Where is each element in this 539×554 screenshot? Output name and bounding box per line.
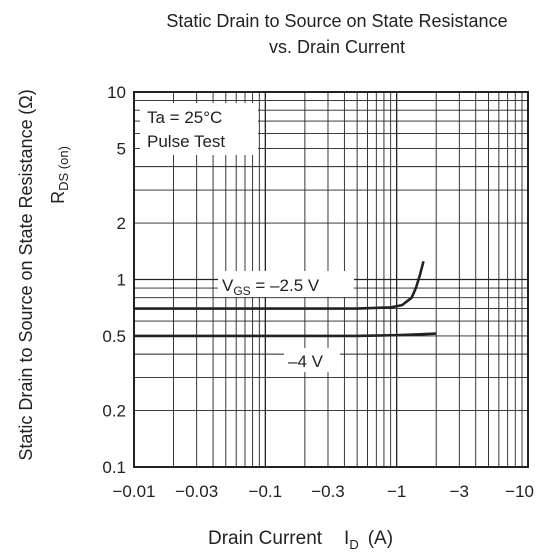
condition-pulse-test: Pulse Test	[147, 132, 225, 151]
y-tick-labels: 0.1 0.2 0.5 1 2 5 10	[102, 83, 126, 477]
y-axis-symbol-sub: DS (on)	[56, 146, 71, 191]
series-label-vgs-2-5-value: = –2.5 V	[251, 276, 320, 295]
x-axis-label: Drain Current ID (A)	[208, 528, 393, 552]
series-label-bg-1	[284, 348, 340, 372]
series-group	[134, 261, 437, 338]
y-axis-symbol-r: R	[48, 191, 68, 204]
y-tick-label: 0.5	[102, 327, 126, 346]
series-label-vgs-2-5-sub: GS	[233, 284, 250, 298]
y-axis-unit: (Ω)	[16, 89, 36, 114]
y-axis-symbol: RDS (on)	[48, 146, 71, 204]
x-tick-label: −3	[450, 482, 469, 501]
x-tick-label: −0.01	[112, 482, 155, 501]
x-axis-unit: (A)	[368, 528, 393, 549]
x-axis-symbol: I	[344, 528, 349, 549]
x-tick-label: −1	[387, 482, 406, 501]
chart-title-line2: vs. Drain Current	[269, 37, 405, 57]
y-tick-label: 0.1	[102, 458, 126, 477]
x-axis-title: Drain Current	[208, 528, 323, 549]
series-line-1	[134, 332, 437, 338]
y-tick-label: 5	[117, 139, 126, 158]
series-line-0	[134, 261, 425, 310]
x-tick-label: −0.3	[311, 482, 345, 501]
series-label-vgs-2-5-symbol: V	[222, 276, 234, 295]
y-tick-label: 0.2	[102, 402, 126, 421]
series-label-vgs-4: –4 V	[288, 352, 324, 371]
plot-frame	[133, 91, 529, 468]
condition-temperature: Ta = 25°C	[147, 108, 222, 127]
y-axis-label: Static Drain to Source on State Resistan…	[16, 119, 36, 460]
x-tick-label: −10	[505, 482, 534, 501]
conditions-box	[140, 103, 258, 155]
x-tick-label: −0.1	[249, 482, 283, 501]
x-tick-label: −0.03	[175, 482, 218, 501]
series-label-vgs-2-5: VGS = –2.5 V	[222, 276, 320, 298]
chart-title-line1: Static Drain to Source on State Resistan…	[166, 11, 507, 31]
y-tick-label: 10	[107, 83, 126, 102]
x-axis-symbol-sub: D	[349, 537, 358, 552]
y-tick-label: 2	[117, 214, 126, 233]
series-label-bg-0	[218, 271, 354, 297]
x-tick-labels: −0.01 −0.03 −0.1 −0.3 −1 −3 −10	[112, 482, 534, 501]
y-tick-label: 1	[117, 271, 126, 290]
